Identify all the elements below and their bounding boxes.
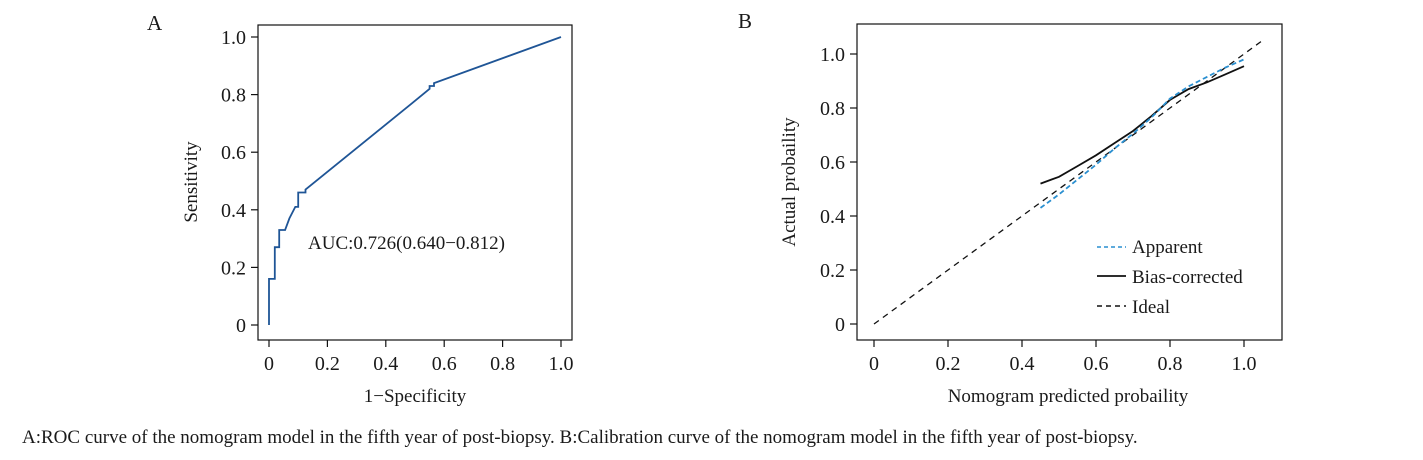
panel-b-y-tick-label: 0	[835, 314, 845, 336]
panel-b-y-tick-label: 0.8	[820, 98, 845, 120]
panel-a-y-tick-label: 1.0	[221, 27, 246, 49]
panel-a-x-tick-label: 0.4	[373, 353, 398, 375]
panel-b-y-axis: 0 0.2 0.4 0.6 0.8 1.0	[820, 44, 857, 336]
panel-a-x-tick-label: 0.8	[490, 353, 515, 375]
panel-b: B 0 0.2 0.4 0.6 0.8 1.0 0 0.2 0.4 0.6 0.8 1.0 Appa…	[738, 9, 1283, 407]
bias-corrected-line	[1040, 65, 1245, 185]
panel-b-x-tick-label: 0.4	[1010, 353, 1035, 375]
auc-annotation: AUC:0.726(0.640−0.812)	[308, 233, 505, 254]
panel-a-y-tick-label: 0.2	[221, 257, 246, 279]
panel-b-x-tick-label: 0	[869, 353, 879, 375]
panel-a-x-axis: 0 0.2 0.4 0.6 0.8 1.0	[264, 340, 574, 375]
panel-b-y-label: Actual probaility	[779, 117, 800, 247]
panel-a-y-tick-label: 0	[236, 315, 246, 337]
legend-ideal-label: Ideal	[1132, 297, 1170, 318]
panel-b-frame	[856, 23, 1283, 341]
panel-b-x-tick-label: 0.2	[936, 353, 961, 375]
panel-b-x-tick-label: 0.8	[1158, 353, 1183, 375]
legend-apparent-label: Apparent	[1132, 237, 1203, 258]
figure: A 0 0.2 0.4 0.6 0.8 1.0 0 0.2 0.4 0.6 0.8 1.0 AUC:…	[147, 9, 1283, 407]
panel-a-y-tick-label: 0.8	[221, 85, 246, 107]
panel-a-label: A	[147, 11, 163, 35]
panel-b-y-tick-label: 0.2	[820, 260, 845, 282]
legend-bias-label: Bias-corrected	[1132, 267, 1243, 288]
ideal-line	[873, 39, 1263, 325]
panel-a: A 0 0.2 0.4 0.6 0.8 1.0 0 0.2 0.4 0.6 0.8 1.0 AUC:…	[147, 11, 574, 407]
panel-a-y-label: Sensitivity	[181, 141, 202, 223]
figure-caption: A:ROC curve of the nomogram model in the…	[22, 427, 1138, 448]
apparent-line	[1039, 58, 1245, 209]
panel-b-x-label: Nomogram predicted probaility	[948, 386, 1189, 407]
panel-a-x-tick-label: 0.6	[432, 353, 457, 375]
panel-a-y-axis: 0 0.2 0.4 0.6 0.8 1.0	[221, 27, 258, 337]
panel-b-x-tick-label: 1.0	[1232, 353, 1257, 375]
panel-b-x-axis: 0 0.2 0.4 0.6 0.8 1.0	[869, 340, 1257, 375]
panel-a-frame	[257, 24, 573, 341]
panel-b-y-tick-label: 1.0	[820, 44, 845, 66]
panel-b-y-tick-label: 0.4	[820, 206, 845, 228]
panel-a-x-label: 1−Specificity	[364, 386, 467, 407]
roc-curve	[268, 36, 562, 325]
panel-a-x-tick-label: 1.0	[549, 353, 574, 375]
panel-b-x-tick-label: 0.6	[1084, 353, 1109, 375]
panel-b-y-tick-label: 0.6	[820, 152, 845, 174]
panel-a-y-tick-label: 0.4	[221, 200, 246, 222]
panel-a-x-tick-label: 0	[264, 353, 274, 375]
panel-b-label: B	[738, 9, 752, 33]
panel-a-y-tick-label: 0.6	[221, 142, 246, 164]
legend: Apparent Bias-corrected Ideal	[1097, 237, 1243, 318]
panel-a-x-tick-label: 0.2	[315, 353, 340, 375]
